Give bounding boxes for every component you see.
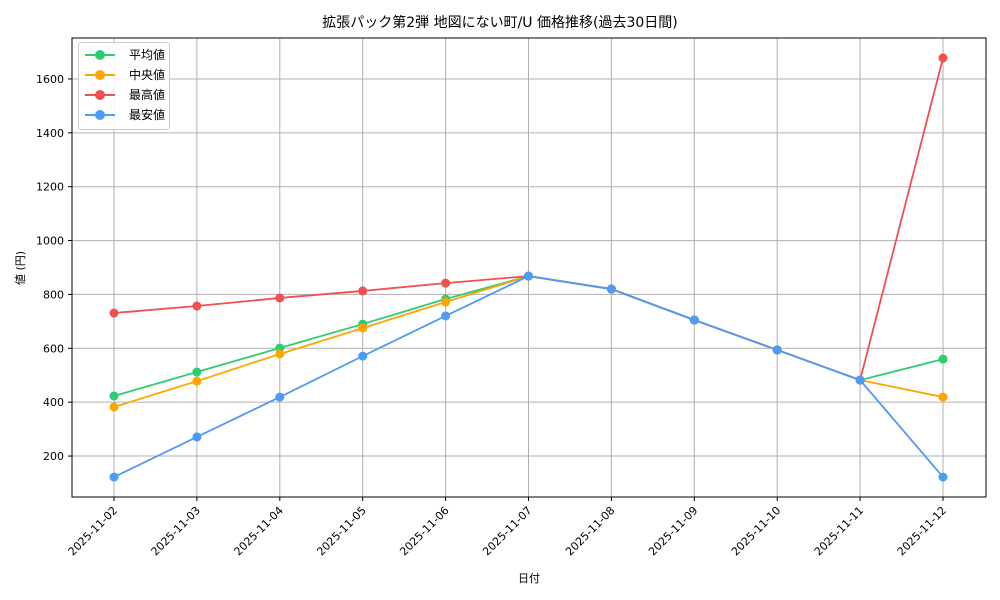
y-tick-label: 200 xyxy=(43,450,64,463)
data-point xyxy=(441,311,451,321)
y-axis-ticks: 200 400 600 800 1000 1200 1400 1600 xyxy=(36,73,72,463)
series-3 xyxy=(109,271,948,482)
x-tick-label: 2025-11-09 xyxy=(646,504,700,558)
data-point xyxy=(192,432,202,442)
data-point xyxy=(275,349,285,359)
y-tick-label: 400 xyxy=(43,396,64,409)
data-point xyxy=(109,391,119,401)
data-point xyxy=(938,53,948,63)
y-tick-label: 800 xyxy=(43,288,64,301)
y-tick-label: 1000 xyxy=(36,235,64,248)
data-point xyxy=(855,375,865,385)
data-point xyxy=(938,472,948,482)
legend-label: 最安値 xyxy=(129,108,166,122)
x-tick-label: 2025-11-10 xyxy=(729,504,783,558)
legend-label: 平均値 xyxy=(129,48,166,62)
legend: 平均値中央値最高値最安値 xyxy=(78,42,170,130)
data-point xyxy=(109,472,119,482)
y-axis-label: 値 (円) xyxy=(14,251,27,285)
x-tick-label: 2025-11-06 xyxy=(397,504,451,558)
data-point xyxy=(358,323,368,333)
data-point xyxy=(938,392,948,402)
x-tick-label: 2025-11-08 xyxy=(563,504,617,558)
data-point xyxy=(689,315,699,325)
legend-marker-icon xyxy=(95,110,105,120)
y-tick-label: 1600 xyxy=(36,73,64,86)
x-tick-label: 2025-11-04 xyxy=(232,504,286,558)
data-point xyxy=(441,297,451,307)
data-point xyxy=(192,301,202,311)
legend-item: 平均値 xyxy=(85,45,169,65)
x-tick-label: 2025-11-12 xyxy=(895,504,949,558)
data-point xyxy=(358,351,368,361)
legend-marker-icon xyxy=(95,70,105,80)
data-point xyxy=(772,345,782,355)
data-point xyxy=(938,354,948,364)
x-axis-label: 日付 xyxy=(518,572,540,585)
legend-item: 最安値 xyxy=(85,105,169,125)
data-point xyxy=(441,278,451,288)
gridlines xyxy=(72,38,986,497)
x-axis-ticks: 2025-11-02 2025-11-03 2025-11-04 2025-11-05… xyxy=(66,497,949,558)
x-tick-label: 2025-11-07 xyxy=(480,504,534,558)
y-tick-label: 1400 xyxy=(36,127,64,140)
x-tick-label: 2025-11-05 xyxy=(314,504,368,558)
data-point xyxy=(275,293,285,303)
data-point xyxy=(358,286,368,296)
legend-label: 中央値 xyxy=(129,68,166,82)
legend-item: 最高値 xyxy=(85,85,169,105)
data-point xyxy=(275,392,285,402)
data-point xyxy=(524,271,533,281)
y-tick-label: 1200 xyxy=(36,181,64,194)
y-tick-label: 600 xyxy=(43,342,64,355)
data-series xyxy=(109,53,948,482)
x-tick-label: 2025-11-02 xyxy=(66,504,120,558)
legend-marker-icon xyxy=(95,90,105,100)
legend-label: 最高値 xyxy=(129,88,166,102)
x-tick-label: 2025-11-03 xyxy=(149,504,203,558)
legend-marker-icon xyxy=(95,50,105,60)
legend-item: 中央値 xyxy=(85,65,169,85)
data-point xyxy=(192,376,202,386)
chart-title: 拡張パック第2弾 地図にない町/U 価格推移(過去30日間) xyxy=(322,15,678,31)
data-point xyxy=(192,367,202,377)
data-point xyxy=(109,308,119,318)
data-point xyxy=(606,284,616,294)
data-point xyxy=(109,402,119,412)
x-tick-label: 2025-11-11 xyxy=(812,504,866,558)
